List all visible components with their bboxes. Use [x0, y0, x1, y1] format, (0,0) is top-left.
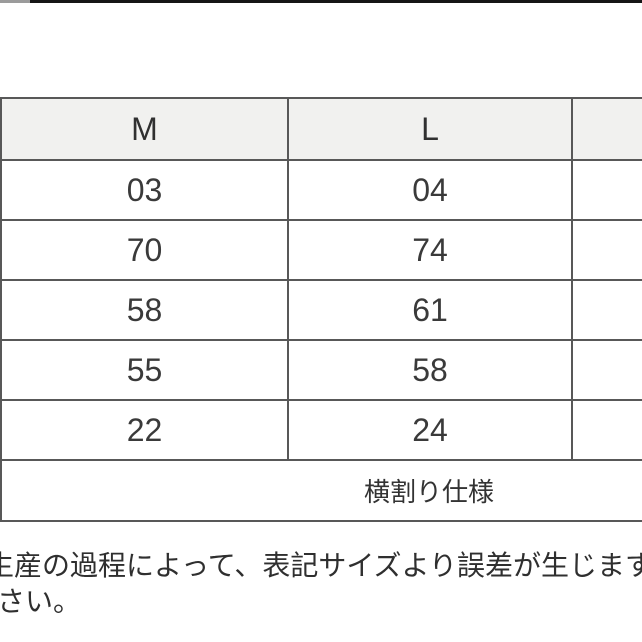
table-cell: 61 — [287, 279, 573, 341]
table-cell — [571, 399, 642, 461]
table-cell: 70 — [0, 219, 289, 281]
column-header-l: L — [287, 97, 573, 161]
column-header-m: M — [0, 97, 289, 161]
table-cell — [571, 279, 642, 341]
size-chart-header-row: M L — [0, 97, 642, 161]
table-row: 58 61 — [0, 279, 642, 341]
table-cell — [571, 219, 642, 281]
table-cell — [571, 159, 642, 221]
spec-footer-row: 横割り仕様 — [0, 459, 642, 522]
top-edge-bar — [0, 0, 642, 3]
table-cell: 03 — [0, 159, 289, 221]
table-cell: 24 — [287, 399, 573, 461]
disclaimer-line-2: さい。 — [0, 586, 82, 617]
disclaimer-line-1: 生産の過程によって、表記サイズより誤差が生じます。 — [0, 550, 642, 581]
table-cell: 22 — [0, 399, 289, 461]
spec-footer-cell: 横割り仕様 — [0, 459, 642, 522]
top-edge-bar-notch — [0, 0, 30, 3]
size-chart-table: M L 03 04 70 74 58 61 55 58 22 24 — [0, 97, 642, 522]
table-cell: 58 — [287, 339, 573, 401]
table-cell: 74 — [287, 219, 573, 281]
table-row: 70 74 — [0, 219, 642, 281]
table-cell: 58 — [0, 279, 289, 341]
table-cell: 55 — [0, 339, 289, 401]
column-header-extra — [571, 97, 642, 161]
spec-footer-label: 横割り仕様 — [363, 477, 494, 507]
table-cell: 04 — [287, 159, 573, 221]
table-row: 22 24 — [0, 399, 642, 461]
table-cell — [571, 339, 642, 401]
table-row: 55 58 — [0, 339, 642, 401]
table-row: 03 04 — [0, 159, 642, 221]
